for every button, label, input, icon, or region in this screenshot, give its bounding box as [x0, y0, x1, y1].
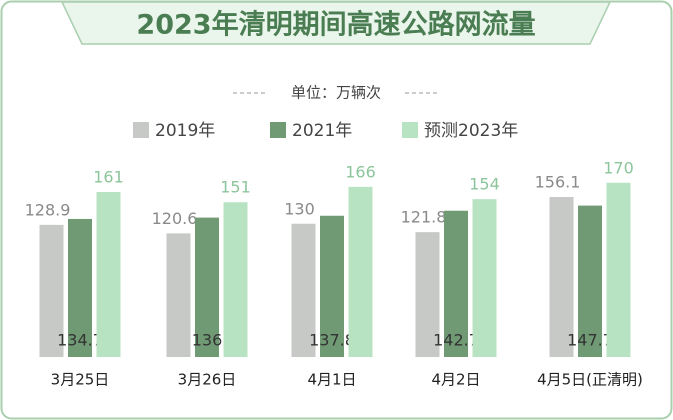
- bar: [96, 191, 121, 357]
- bar: [291, 223, 316, 357]
- bar: [68, 218, 92, 357]
- bar: [223, 202, 248, 357]
- legend-label: 2019年: [155, 121, 215, 141]
- value-label: 156.1: [535, 172, 581, 191]
- bar: [348, 186, 373, 357]
- bar: [549, 196, 574, 357]
- value-label: 120.6: [152, 209, 198, 228]
- chart-title: 2023年清明期间高速公路网流量: [136, 9, 535, 41]
- value-label: 128.9: [25, 200, 71, 219]
- title-banner: [60, 1, 612, 45]
- value-label: 147.7: [567, 331, 613, 350]
- bar: [415, 232, 440, 357]
- bar: [166, 233, 191, 357]
- x-tick-label: 4月2日: [431, 371, 480, 389]
- bar: [578, 205, 602, 357]
- value-label: 134.7: [57, 331, 103, 350]
- value-label: 121.8: [401, 208, 447, 227]
- x-tick-label: 3月26日: [178, 371, 237, 389]
- subtitle: 单位：万辆次: [291, 84, 381, 102]
- bar: [444, 210, 468, 357]
- bar: [606, 182, 631, 357]
- legend-swatch: [270, 122, 286, 138]
- x-tick-label: 4月5日(正清明): [537, 371, 643, 389]
- legend-label: 预测2023年: [424, 121, 518, 141]
- value-label: 170: [603, 158, 634, 177]
- value-label: 161: [93, 167, 124, 186]
- value-label: 154: [469, 175, 500, 194]
- bar: [195, 217, 219, 357]
- x-tick-label: 3月25日: [51, 371, 110, 389]
- value-label: 137.8: [309, 331, 355, 350]
- value-label: 136: [192, 331, 223, 350]
- legend-swatch: [133, 122, 149, 138]
- value-label: 166: [345, 162, 376, 181]
- value-label: 130: [284, 199, 315, 218]
- bar: [39, 224, 64, 357]
- legend-swatch: [402, 122, 418, 138]
- value-label: 151: [220, 178, 251, 197]
- legend-label: 2021年: [292, 121, 352, 141]
- bar: [472, 199, 497, 357]
- bar: [320, 215, 344, 357]
- x-tick-label: 4月1日: [307, 371, 356, 389]
- value-label: 142.7: [433, 331, 479, 350]
